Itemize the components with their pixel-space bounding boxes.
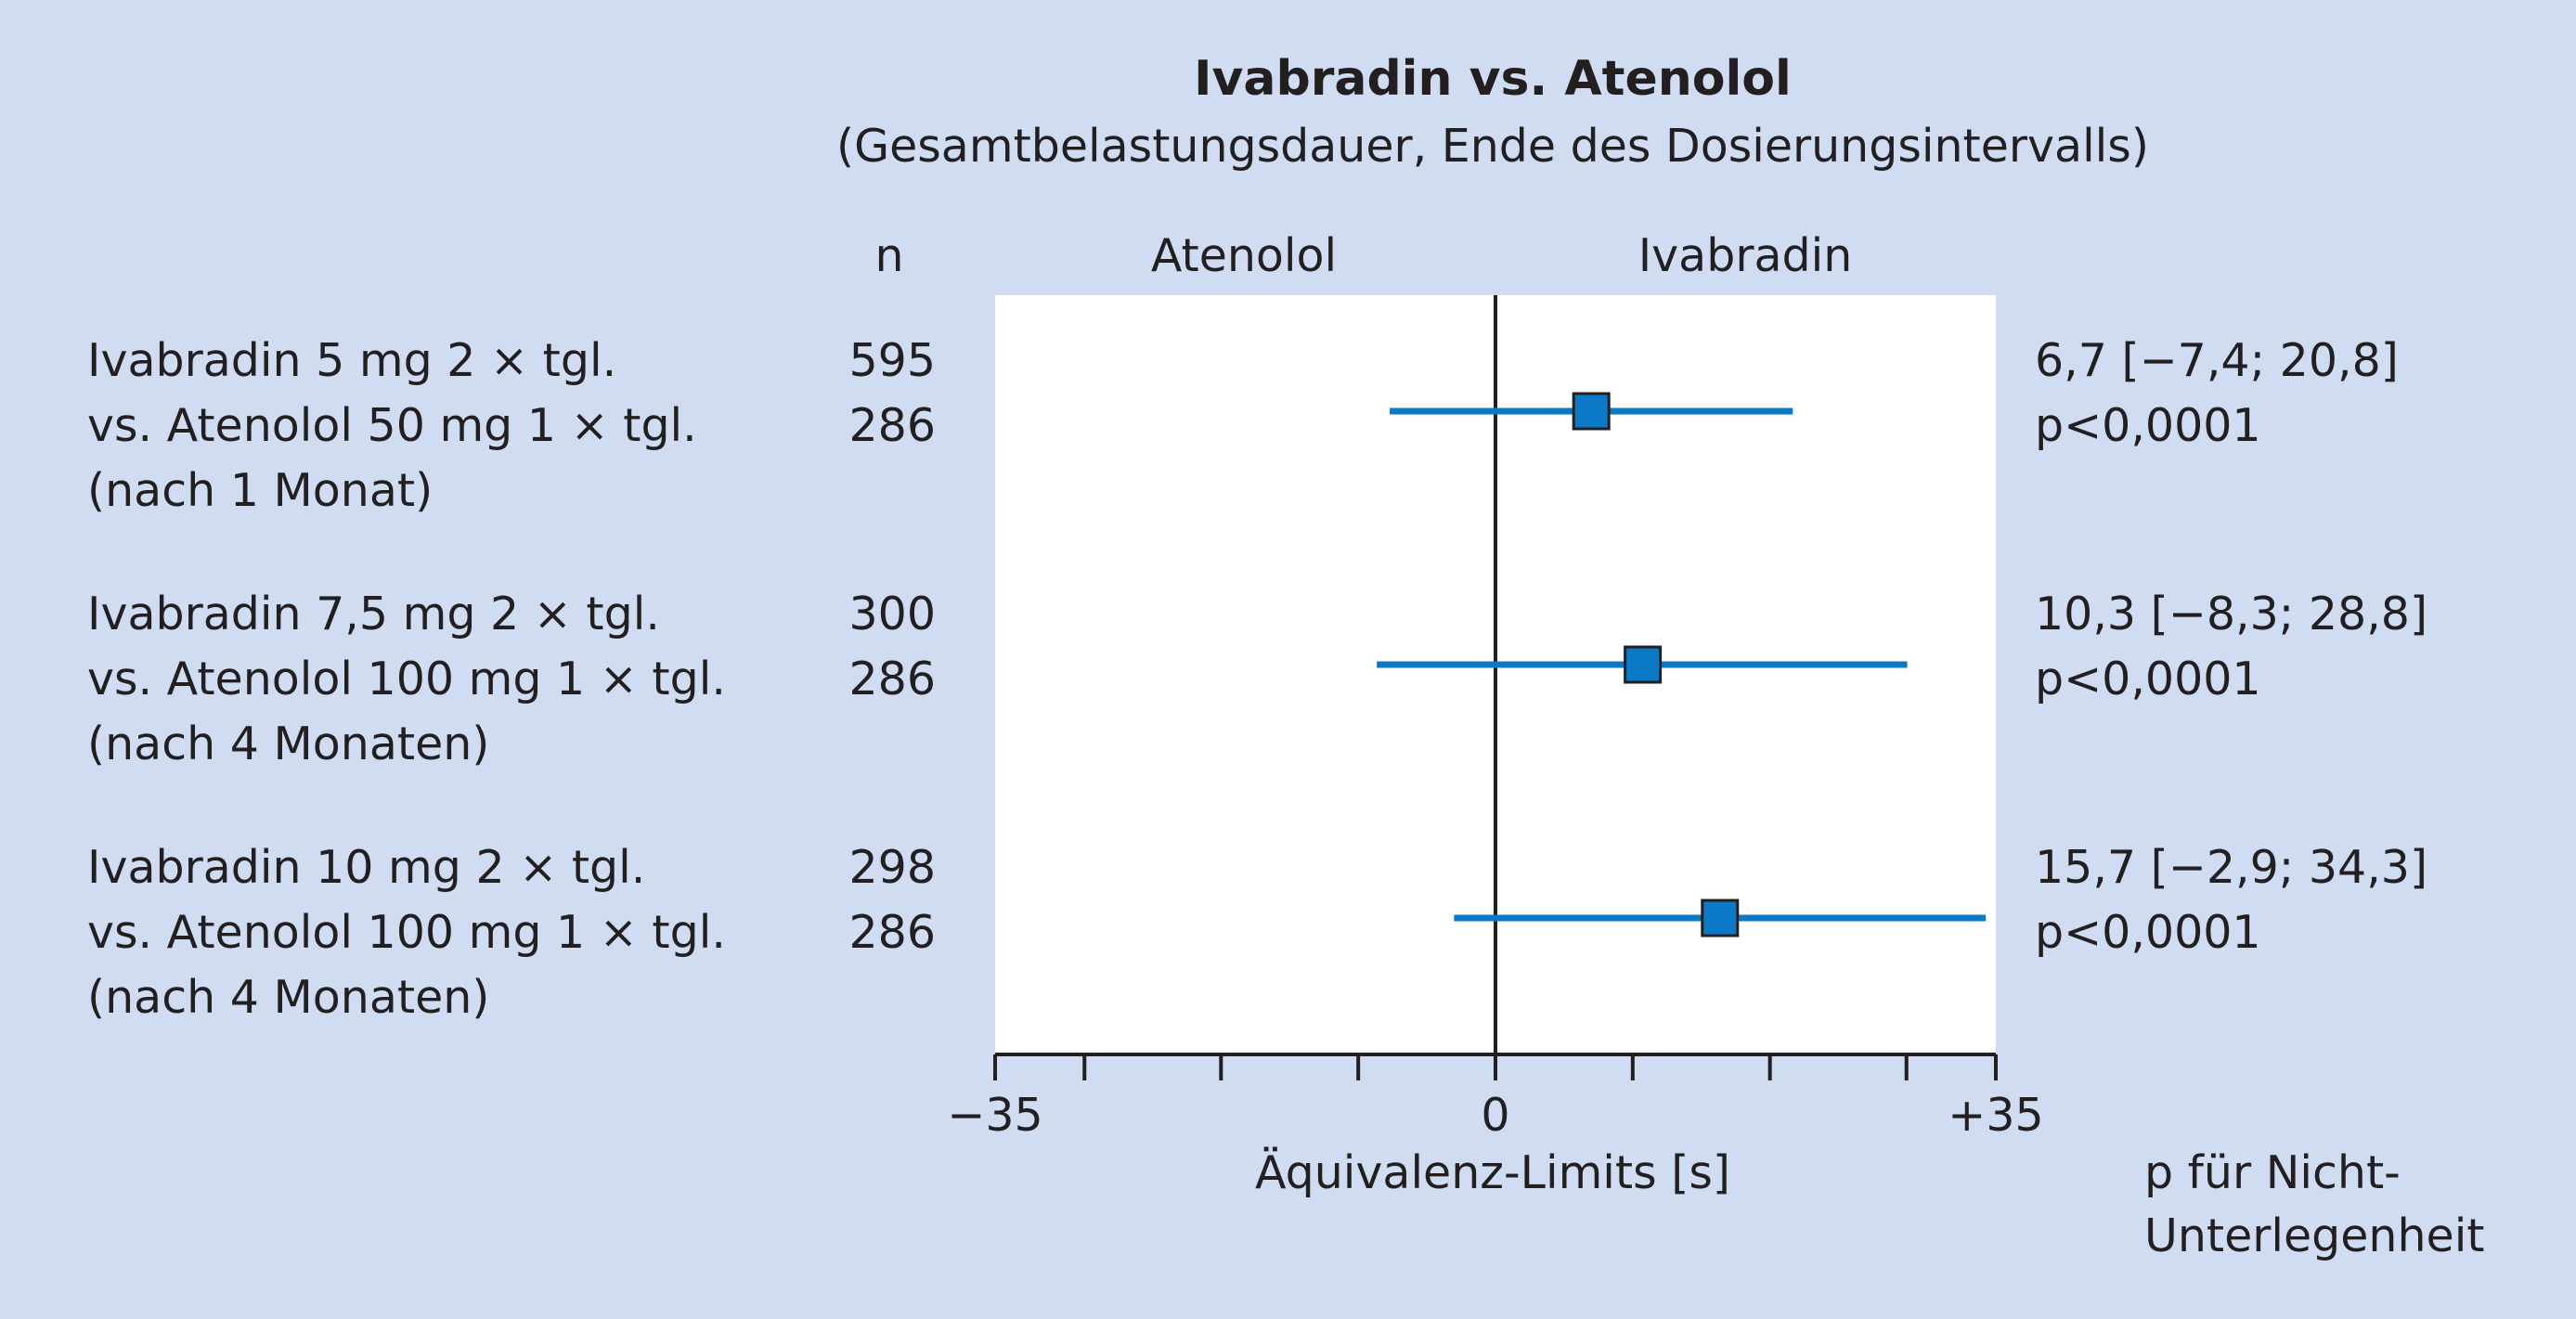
x-axis-ticks: −35 0 +35 (947, 1054, 2044, 1142)
chart-subtitle: (Gesamtbelastungsdauer, Ende des Dosieru… (836, 120, 2149, 173)
comparison-label: vs. Atenolol 50 mg 1 × tgl. (87, 399, 697, 452)
sample-size: 300 (848, 588, 936, 640)
comparison-row: Ivabradin 5 mg 2 × tgl. vs. Atenolol 50 m… (87, 334, 2399, 517)
sample-size: 286 (848, 653, 936, 705)
comparison-rows: Ivabradin 5 mg 2 × tgl. vs. Atenolol 50 m… (87, 334, 2427, 1024)
comparison-label: Ivabradin 7,5 mg 2 × tgl. (87, 588, 660, 640)
comparison-label: Ivabradin 5 mg 2 × tgl. (87, 334, 616, 387)
x-axis-label: Äquivalenz-Limits [s] (1255, 1145, 1730, 1199)
favors-atenolol-label: Atenolol (1151, 229, 1337, 282)
comparison-label: (nach 1 Monat) (87, 464, 433, 517)
x-tick-label: −35 (947, 1089, 1042, 1142)
sample-size: 298 (848, 841, 936, 894)
p-value: p<0,0001 (2035, 653, 2261, 705)
comparison-label: (nach 4 Monaten) (87, 718, 489, 770)
favors-ivabradin-label: Ivabradin (1638, 229, 1853, 282)
result-text: 15,7 [−2,9; 34,3] (2035, 841, 2427, 894)
comparison-row: Ivabradin 7,5 mg 2 × tgl. vs. Atenolol 10… (87, 588, 2427, 770)
comparison-label: vs. Atenolol 100 mg 1 × tgl. (87, 906, 726, 959)
comparison-row: Ivabradin 10 mg 2 × tgl. vs. Atenolol 100… (87, 841, 2427, 1024)
point-estimate (1624, 645, 1663, 684)
comparison-label: vs. Atenolol 100 mg 1 × tgl. (87, 653, 726, 705)
comparison-label: (nach 4 Monaten) (87, 971, 489, 1024)
p-header-line-1: p für Nicht- (2144, 1146, 2401, 1199)
sample-size: 595 (848, 334, 936, 387)
point-estimate (1701, 899, 1740, 938)
point-estimate (1572, 392, 1611, 431)
result-text: 10,3 [−8,3; 28,8] (2035, 588, 2427, 640)
sample-size: 286 (848, 399, 936, 452)
n-column-header: n (874, 229, 903, 282)
x-tick-label: 0 (1481, 1089, 1509, 1142)
p-value: p<0,0001 (2035, 399, 2261, 452)
x-tick-label: +35 (1948, 1089, 2043, 1142)
result-text: 6,7 [−7,4; 20,8] (2035, 334, 2399, 387)
p-header-line-2: Unterlegenheit (2144, 1209, 2485, 1262)
comparison-label: Ivabradin 10 mg 2 × tgl. (87, 841, 645, 894)
chart-title: Ivabradin vs. Atenolol (1194, 51, 1792, 107)
p-value: p<0,0001 (2035, 906, 2261, 959)
sample-size: 286 (848, 906, 936, 959)
